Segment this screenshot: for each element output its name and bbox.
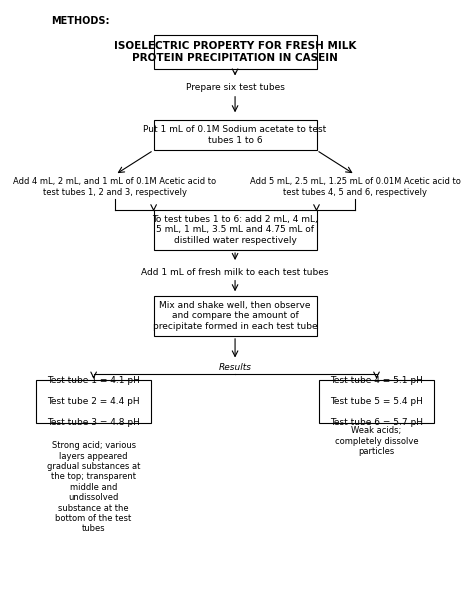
Text: Test tube 4 = 5.1 pH

Test tube 5 = 5.4 pH

Test tube 6 = 5.7 pH: Test tube 4 = 5.1 pH Test tube 5 = 5.4 p… [330, 376, 423, 427]
Text: Add 5 mL, 2.5 mL, 1.25 mL of 0.01M Acetic acid to
test tubes 4, 5 and 6, respect: Add 5 mL, 2.5 mL, 1.25 mL of 0.01M Aceti… [250, 177, 461, 197]
Text: Add 4 mL, 2 mL, and 1 mL of 0.1M Acetic acid to
test tubes 1, 2 and 3, respectiv: Add 4 mL, 2 mL, and 1 mL of 0.1M Acetic … [13, 177, 217, 197]
Text: Add 1 mL of fresh milk to each test tubes: Add 1 mL of fresh milk to each test tube… [141, 268, 329, 277]
Text: Put 1 mL of 0.1M Sodium acetate to test
tubes 1 to 6: Put 1 mL of 0.1M Sodium acetate to test … [144, 125, 327, 145]
Text: Prepare six test tubes: Prepare six test tubes [186, 83, 284, 91]
Text: Test tube 1 = 4.1 pH

Test tube 2 = 4.4 pH

Test tube 3 = 4.8 pH: Test tube 1 = 4.1 pH Test tube 2 = 4.4 p… [47, 376, 140, 427]
FancyBboxPatch shape [154, 36, 317, 69]
Text: Weak acids;
completely dissolve
particles: Weak acids; completely dissolve particle… [335, 427, 419, 456]
FancyBboxPatch shape [36, 380, 152, 423]
FancyBboxPatch shape [154, 120, 317, 150]
Text: Strong acid; various
layers appeared
gradual substances at
the top; transparent
: Strong acid; various layers appeared gra… [47, 441, 140, 533]
Text: Mix and shake well, then observe
and compare the amount of
precipitate formed in: Mix and shake well, then observe and com… [153, 301, 318, 330]
Text: To test tubes 1 to 6: add 2 mL, 4 mL,
5 mL, 1 mL, 3.5 mL and 4.75 mL of
distille: To test tubes 1 to 6: add 2 mL, 4 mL, 5 … [152, 215, 318, 245]
FancyBboxPatch shape [154, 210, 317, 250]
Text: Results: Results [219, 364, 252, 372]
Text: METHODS:: METHODS: [51, 17, 109, 26]
Text: ISOELECTRIC PROPERTY FOR FRESH MILK
PROTEIN PRECIPITATION IN CASEIN: ISOELECTRIC PROPERTY FOR FRESH MILK PROT… [114, 41, 356, 63]
FancyBboxPatch shape [154, 296, 317, 336]
FancyBboxPatch shape [319, 380, 434, 423]
